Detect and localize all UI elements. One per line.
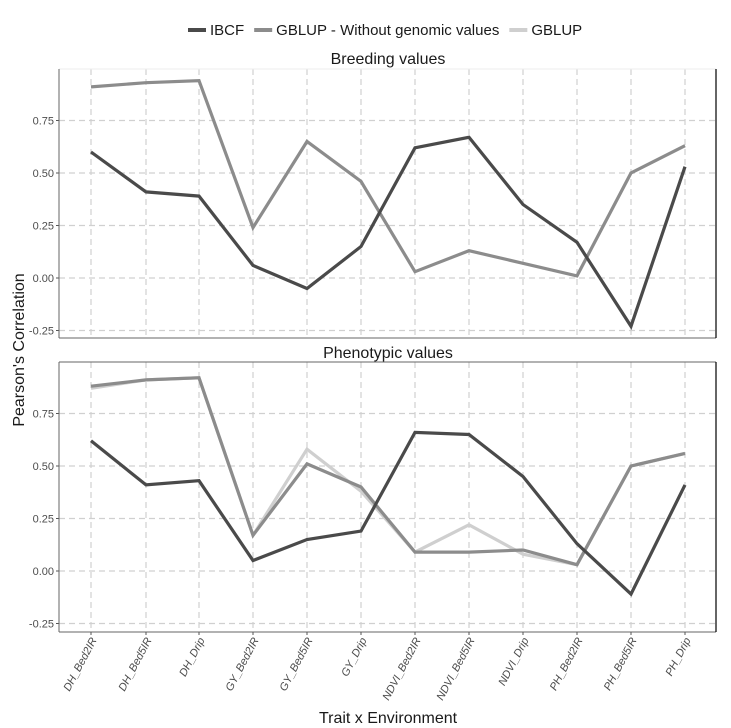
y-tick-label: -0.25: [29, 619, 54, 631]
series-line: [90, 135, 687, 330]
legend-item: IBCF: [188, 22, 244, 39]
x-tick-label: NDVI_Drip: [496, 636, 531, 688]
x-axis-title: Trait x Environment: [319, 710, 458, 727]
x-tick-label: GY_Bed2IR: [223, 636, 261, 694]
x-tick-label: DH_Bed5IR: [116, 636, 154, 694]
y-tick-label: 0.75: [33, 409, 54, 421]
legend-label: GBLUP: [531, 22, 582, 39]
x-tick-label: PH_Drip: [664, 636, 694, 678]
x-tick-label: GY_Drip: [339, 636, 369, 679]
y-tick-label: 0.00: [33, 566, 54, 578]
panel-title: Phenotypic values: [323, 345, 453, 362]
x-tick-label: PH_Bed2IR: [548, 636, 586, 693]
y-tick-label: 0.50: [33, 168, 54, 180]
legend: IBCF GBLUP - Without genomic values GBLUP: [188, 22, 582, 39]
x-axis-tick-labels: DH_Bed2IR DH_Bed5IR DH_Drip GY_Bed2IR GY_Bed…: [61, 636, 693, 703]
y-tick-label: 0.25: [33, 221, 54, 233]
x-tick-label: PH_Bed5IR: [602, 636, 640, 693]
panels: Breeding values-0.250.000.250.500.75Phen…: [29, 51, 717, 635]
y-tick-label: -0.25: [29, 326, 54, 338]
x-tick-label: DH_Bed2IR: [61, 636, 99, 694]
y-tick-label: 0.25: [33, 514, 54, 526]
panel-breeding-values: Breeding values -0.25 0.00 0.25 0.50 0.75: [29, 51, 717, 339]
x-tick-label: GY_Bed5IR: [277, 636, 315, 694]
x-tick-label: DH_Drip: [177, 636, 207, 679]
y-tick-label: 0.00: [33, 273, 54, 285]
x-tick-label: NDVI_Bed5IR: [435, 636, 478, 703]
x-tick-label: NDVI_Bed2IR: [381, 636, 424, 703]
legend-label: IBCF: [210, 22, 244, 39]
panel-phenotypic-values: Phenotypic values -0.25 0.00 0.25 0.50 0.75: [29, 345, 717, 635]
panel-title: Breeding values: [331, 51, 446, 68]
legend-item: GBLUP - Without genomic values: [254, 22, 499, 39]
y-tick-label: 0.50: [33, 461, 54, 473]
y-tick-label: 0.75: [33, 116, 54, 128]
series-line: [90, 376, 686, 567]
legend-item: GBLUP: [509, 22, 582, 39]
series-line: [89, 430, 687, 597]
y-axis-title: Pearson's Correlation: [11, 273, 28, 426]
legend-label: GBLUP - Without genomic values: [276, 22, 499, 39]
